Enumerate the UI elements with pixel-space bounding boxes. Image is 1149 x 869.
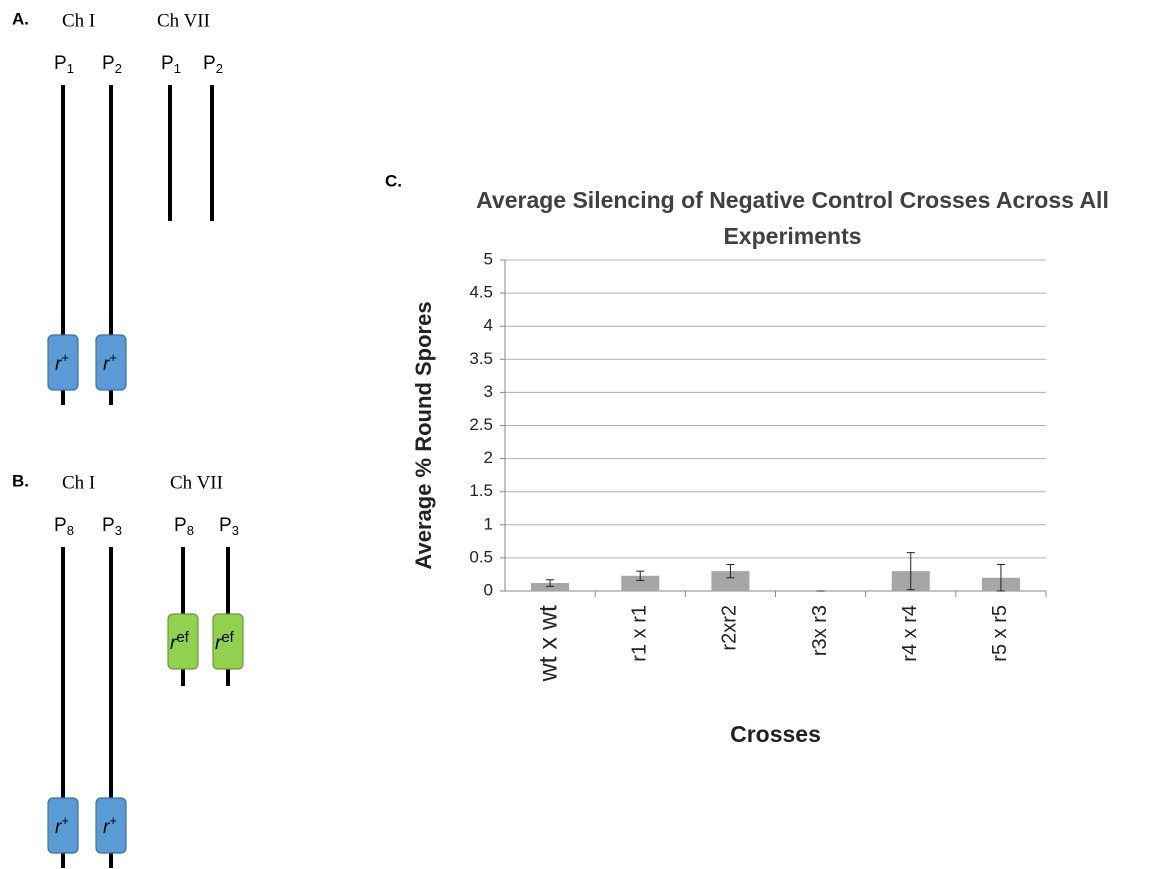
parent-subscript: 3 — [232, 523, 239, 538]
y-tick-label: 4 — [484, 316, 493, 335]
chromosome-group-name: Ch VII — [170, 472, 223, 493]
chromosome-group-name: Ch I — [62, 472, 95, 493]
bar — [711, 571, 750, 591]
parent-letter: P — [54, 515, 67, 536]
gene-name: r — [215, 633, 222, 654]
bar — [621, 575, 660, 591]
parent-subscript: 1 — [67, 61, 74, 76]
parent-label: P3 — [102, 515, 122, 538]
chart-title: Average Silencing of Negative Control Cr… — [476, 187, 1109, 249]
parent-label: P2 — [203, 53, 223, 76]
gene-box — [212, 613, 244, 670]
parent-letter: P — [203, 53, 216, 74]
parent-label: P8 — [54, 515, 74, 538]
y-tick-label: 3.5 — [469, 349, 493, 368]
y-tick-label: 1 — [484, 514, 493, 533]
gene-label: r+ — [103, 350, 117, 375]
gene-name: r — [55, 354, 62, 375]
x-tick-label: r5 x r5 — [989, 605, 1011, 662]
x-tick-label: wt x wt — [535, 605, 563, 682]
y-tick-label: 0 — [484, 580, 493, 599]
gene-name: r — [103, 817, 110, 838]
chromosome-group-name: Ch I — [62, 10, 95, 31]
y-tick-label: 1.5 — [469, 481, 493, 500]
x-axis-title: Crosses — [730, 721, 821, 747]
gene-allele: + — [61, 813, 69, 828]
chromosome-group-name: Ch VII — [157, 10, 210, 31]
x-tick-label: r2xr2 — [719, 605, 741, 651]
x-tick-label: r3x r3 — [809, 605, 831, 656]
x-tick-label: r1 x r1 — [629, 605, 651, 662]
y-tick-label: 3 — [484, 382, 493, 401]
y-tick-label: 5 — [484, 249, 493, 268]
gene-name: r — [103, 354, 110, 375]
gene-allele: ef — [176, 629, 189, 646]
gene-allele: + — [109, 813, 117, 828]
error-bar — [996, 564, 1005, 592]
gene-allele: ef — [221, 629, 234, 646]
gene-label: r+ — [103, 813, 117, 838]
parent-subscript: 8 — [187, 523, 194, 538]
parent-letter: P — [219, 515, 232, 536]
panel-label: A. — [12, 9, 29, 28]
panel-label: B. — [12, 471, 29, 490]
error-bar — [546, 579, 555, 587]
parent-label: P1 — [54, 53, 74, 76]
y-tick-label: 2.5 — [469, 415, 493, 434]
y-tick-label: 2 — [484, 448, 493, 467]
error-bar — [636, 570, 645, 581]
gene-box — [167, 613, 199, 670]
y-tick-label: 4.5 — [469, 283, 493, 302]
gene-box — [47, 334, 79, 391]
gene-name: r — [170, 633, 177, 654]
x-tick-label: r4 x r4 — [899, 605, 921, 662]
parent-letter: P — [174, 515, 187, 536]
parent-letter: P — [54, 53, 67, 74]
gene-allele: + — [109, 350, 117, 365]
gene-box — [95, 797, 127, 854]
y-axis-title: Average % Round Spores — [411, 301, 436, 569]
gene-box — [95, 334, 127, 391]
parent-label: P2 — [102, 53, 122, 76]
parent-label: P3 — [219, 515, 239, 538]
bar — [531, 583, 570, 591]
parent-subscript: 8 — [67, 523, 74, 538]
parent-label: P8 — [174, 515, 194, 538]
gene-box — [47, 797, 79, 854]
gene-allele: + — [61, 350, 69, 365]
parent-letter: P — [102, 53, 115, 74]
gene-label: r+ — [55, 813, 69, 838]
parent-subscript: 2 — [115, 61, 122, 76]
y-tick-label: 0.5 — [469, 547, 493, 566]
gene-name: r — [55, 817, 62, 838]
parent-letter: P — [102, 515, 115, 536]
gene-label: ref — [170, 629, 190, 654]
panel-label: C. — [385, 171, 402, 190]
parent-subscript: 2 — [216, 61, 223, 76]
error-bar — [726, 564, 735, 579]
parent-label: P1 — [161, 53, 181, 76]
error-bar — [906, 552, 915, 591]
parent-subscript: 1 — [174, 61, 181, 76]
parent-subscript: 3 — [115, 523, 122, 538]
parent-letter: P — [161, 53, 174, 74]
gene-label: r+ — [55, 350, 69, 375]
gene-label: ref — [215, 629, 235, 654]
